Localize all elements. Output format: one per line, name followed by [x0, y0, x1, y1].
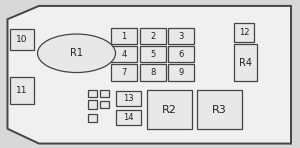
- Bar: [168, 64, 194, 81]
- Text: 7: 7: [122, 68, 127, 77]
- Bar: [100, 90, 109, 97]
- Text: R3: R3: [212, 104, 226, 115]
- Bar: [168, 28, 194, 44]
- Bar: [234, 44, 256, 81]
- Bar: [140, 28, 166, 44]
- Bar: [116, 110, 141, 125]
- Text: R2: R2: [162, 104, 177, 115]
- Text: 9: 9: [178, 68, 184, 77]
- Bar: [111, 46, 137, 62]
- Bar: [140, 64, 166, 81]
- Text: 3: 3: [178, 32, 184, 41]
- Text: 1: 1: [122, 32, 127, 41]
- Text: 13: 13: [123, 94, 134, 103]
- Text: 2: 2: [150, 32, 155, 41]
- Text: 11: 11: [16, 86, 28, 95]
- Text: 5: 5: [150, 50, 155, 59]
- Text: 14: 14: [123, 113, 134, 122]
- Bar: [10, 29, 34, 50]
- Bar: [10, 77, 34, 104]
- Bar: [88, 114, 97, 122]
- Bar: [140, 46, 166, 62]
- Text: R1: R1: [70, 48, 83, 58]
- Bar: [234, 23, 254, 42]
- Text: 8: 8: [150, 68, 155, 77]
- Bar: [196, 90, 242, 129]
- Text: 4: 4: [122, 50, 127, 59]
- Bar: [100, 101, 109, 108]
- Bar: [88, 90, 97, 97]
- Bar: [88, 100, 97, 109]
- Bar: [147, 90, 192, 129]
- Circle shape: [38, 34, 116, 73]
- Bar: [111, 64, 137, 81]
- Polygon shape: [8, 6, 291, 144]
- Bar: [116, 91, 141, 106]
- Text: 10: 10: [16, 35, 28, 44]
- Text: 6: 6: [178, 50, 184, 59]
- Bar: [111, 28, 137, 44]
- Text: R4: R4: [239, 58, 252, 67]
- Bar: [168, 46, 194, 62]
- Text: 12: 12: [239, 28, 250, 37]
